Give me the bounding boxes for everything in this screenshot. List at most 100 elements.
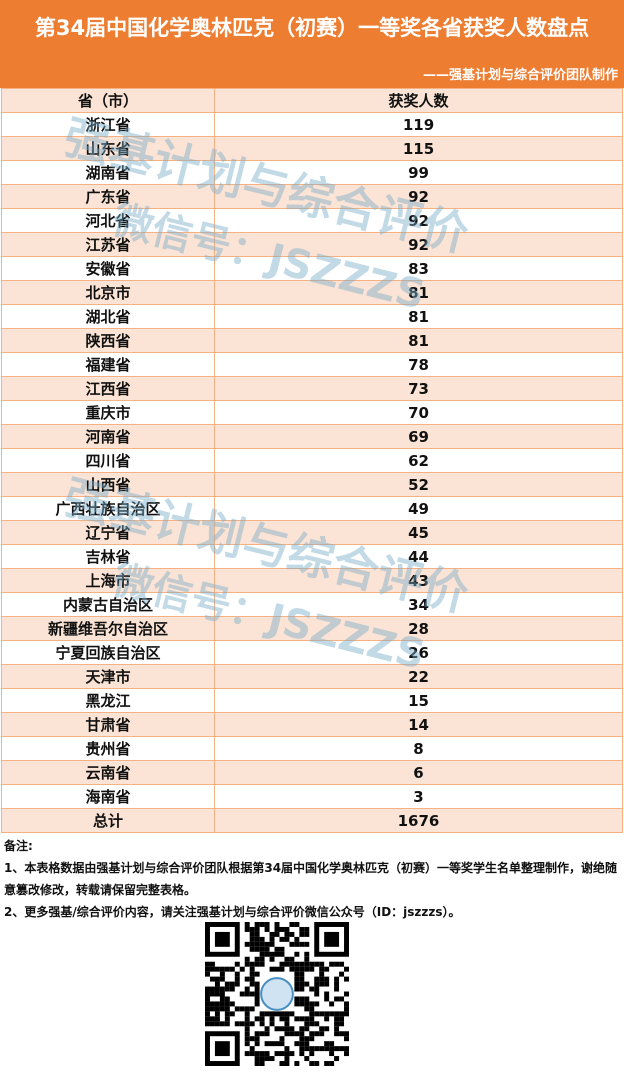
table-row: 甘肃省 14 bbox=[1, 712, 623, 737]
table-row: 陕西省 81 bbox=[1, 328, 623, 353]
header-province: 省（市） bbox=[1, 88, 215, 113]
table-row: 河南省 69 bbox=[1, 424, 623, 449]
table-row: 湖北省 81 bbox=[1, 304, 623, 329]
table-row: 吉林省 44 bbox=[1, 544, 623, 569]
province-cell: 四川省 bbox=[1, 448, 215, 473]
province-cell: 辽宁省 bbox=[1, 520, 215, 545]
total-row: 总计 1676 bbox=[1, 808, 623, 833]
count-cell: 99 bbox=[214, 160, 623, 185]
count-cell: 34 bbox=[214, 592, 623, 617]
table-row: 浙江省 119 bbox=[1, 112, 623, 137]
province-cell: 山东省 bbox=[1, 136, 215, 161]
notes-heading: 备注: bbox=[4, 839, 33, 853]
table-row: 广西壮族自治区 49 bbox=[1, 496, 623, 521]
total-value: 1676 bbox=[214, 808, 623, 833]
table-row: 海南省 3 bbox=[1, 784, 623, 809]
count-cell: 81 bbox=[214, 304, 623, 329]
count-cell: 115 bbox=[214, 136, 623, 161]
count-cell: 62 bbox=[214, 448, 623, 473]
table-row: 江西省 73 bbox=[1, 376, 623, 401]
count-cell: 15 bbox=[214, 688, 623, 713]
count-cell: 119 bbox=[214, 112, 623, 137]
province-cell: 广西壮族自治区 bbox=[1, 496, 215, 521]
count-cell: 26 bbox=[214, 640, 623, 665]
notes-line-1: 1、本表格数据由强基计划与综合评价团队根据第34届中国化学奥林匹克（初赛）一等奖… bbox=[4, 861, 618, 897]
province-cell: 新疆维吾尔自治区 bbox=[1, 616, 215, 641]
table-row: 北京市 81 bbox=[1, 280, 623, 305]
province-cell: 广东省 bbox=[1, 184, 215, 209]
table-row: 福建省 78 bbox=[1, 352, 623, 377]
table-row: 山东省 115 bbox=[1, 136, 623, 161]
province-cell: 海南省 bbox=[1, 784, 215, 809]
table-row: 上海市 43 bbox=[1, 568, 623, 593]
award-table: 省（市） 获奖人数 浙江省 119 山东省 115 湖南省 99 广东省 92 河北省 92 江苏省… bbox=[1, 88, 623, 833]
count-cell: 28 bbox=[214, 616, 623, 641]
table-row: 江苏省 92 bbox=[1, 232, 623, 257]
province-cell: 江西省 bbox=[1, 376, 215, 401]
count-cell: 73 bbox=[214, 376, 623, 401]
count-cell: 6 bbox=[214, 760, 623, 785]
table-row: 贵州省 8 bbox=[1, 736, 623, 761]
qr-code bbox=[205, 922, 349, 1066]
count-cell: 45 bbox=[214, 520, 623, 545]
count-cell: 92 bbox=[214, 208, 623, 233]
province-cell: 北京市 bbox=[1, 280, 215, 305]
title-banner: 第34届中国化学奥林匹克（初赛）一等奖各省获奖人数盘点 ——强基计划与综合评价团… bbox=[0, 0, 624, 88]
count-cell: 14 bbox=[214, 712, 623, 737]
count-cell: 70 bbox=[214, 400, 623, 425]
count-cell: 92 bbox=[214, 232, 623, 257]
province-cell: 黑龙江 bbox=[1, 688, 215, 713]
subtitle: ——强基计划与综合评价团队制作 bbox=[422, 68, 618, 83]
table-row: 广东省 92 bbox=[1, 184, 623, 209]
table-row: 山西省 52 bbox=[1, 472, 623, 497]
count-cell: 78 bbox=[214, 352, 623, 377]
notes-line-2: 2、更多强基/综合评价内容，请关注强基计划与综合评价微信公众号（ID：jszzz… bbox=[4, 905, 461, 919]
count-cell: 81 bbox=[214, 280, 623, 305]
province-cell: 福建省 bbox=[1, 352, 215, 377]
table-row: 新疆维吾尔自治区 28 bbox=[1, 616, 623, 641]
table-row: 辽宁省 45 bbox=[1, 520, 623, 545]
table-row: 四川省 62 bbox=[1, 448, 623, 473]
table-row: 河北省 92 bbox=[1, 208, 623, 233]
count-cell: 69 bbox=[214, 424, 623, 449]
header-count: 获奖人数 bbox=[214, 88, 623, 113]
page-title: 第34届中国化学奥林匹克（初赛）一等奖各省获奖人数盘点 bbox=[34, 16, 590, 40]
table-row: 云南省 6 bbox=[1, 760, 623, 785]
table-row: 湖南省 99 bbox=[1, 160, 623, 185]
province-cell: 重庆市 bbox=[1, 400, 215, 425]
province-cell: 浙江省 bbox=[1, 112, 215, 137]
table-row: 内蒙古自治区 34 bbox=[1, 592, 623, 617]
province-cell: 河北省 bbox=[1, 208, 215, 233]
province-cell: 云南省 bbox=[1, 760, 215, 785]
province-cell: 湖北省 bbox=[1, 304, 215, 329]
count-cell: 3 bbox=[214, 784, 623, 809]
province-cell: 天津市 bbox=[1, 664, 215, 689]
count-cell: 49 bbox=[214, 496, 623, 521]
province-cell: 宁夏回族自治区 bbox=[1, 640, 215, 665]
table-row: 黑龙江 15 bbox=[1, 688, 623, 713]
count-cell: 43 bbox=[214, 568, 623, 593]
total-label: 总计 bbox=[1, 808, 215, 833]
table-row: 天津市 22 bbox=[1, 664, 623, 689]
table-row: 重庆市 70 bbox=[1, 400, 623, 425]
province-cell: 贵州省 bbox=[1, 736, 215, 761]
table-row: 安徽省 83 bbox=[1, 256, 623, 281]
count-cell: 83 bbox=[214, 256, 623, 281]
province-cell: 湖南省 bbox=[1, 160, 215, 185]
province-cell: 甘肃省 bbox=[1, 712, 215, 737]
count-cell: 44 bbox=[214, 544, 623, 569]
province-cell: 山西省 bbox=[1, 472, 215, 497]
province-cell: 吉林省 bbox=[1, 544, 215, 569]
table-row: 宁夏回族自治区 26 bbox=[1, 640, 623, 665]
count-cell: 81 bbox=[214, 328, 623, 353]
province-cell: 上海市 bbox=[1, 568, 215, 593]
table-header: 省（市） 获奖人数 bbox=[1, 88, 623, 113]
province-cell: 河南省 bbox=[1, 424, 215, 449]
province-cell: 内蒙古自治区 bbox=[1, 592, 215, 617]
province-cell: 陕西省 bbox=[1, 328, 215, 353]
count-cell: 52 bbox=[214, 472, 623, 497]
count-cell: 92 bbox=[214, 184, 623, 209]
count-cell: 8 bbox=[214, 736, 623, 761]
notes: 备注: 1、本表格数据由强基计划与综合评价团队根据第34届中国化学奥林匹克（初赛… bbox=[0, 833, 624, 925]
